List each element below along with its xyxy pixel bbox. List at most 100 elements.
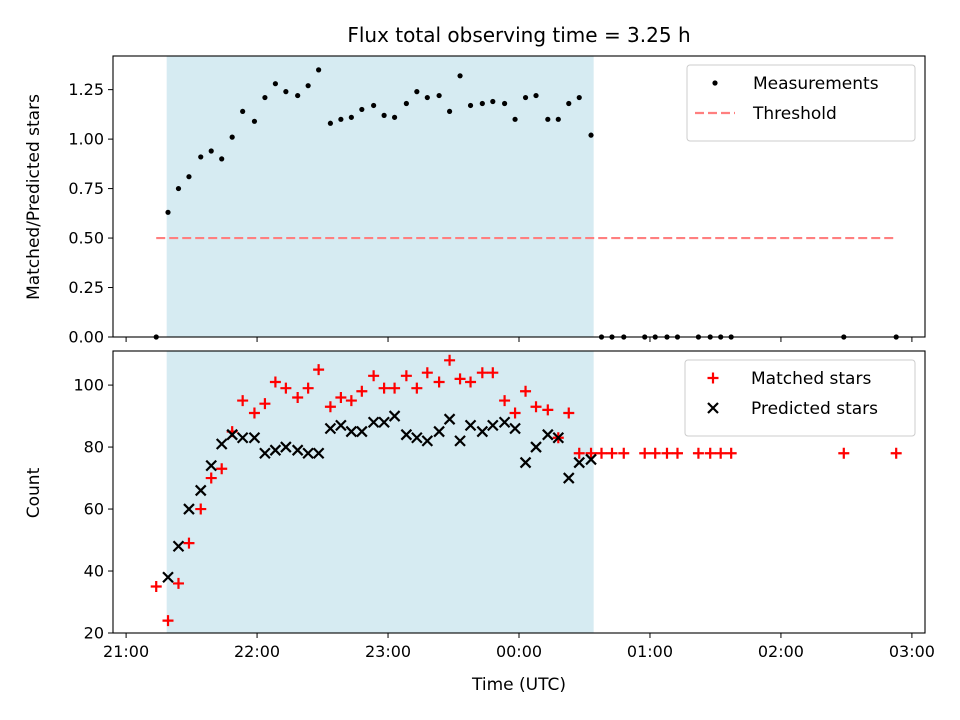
data-point: [519, 456, 532, 469]
data-point: [162, 571, 174, 583]
data-point: [356, 385, 368, 397]
data-point: [890, 447, 902, 459]
data-point: [509, 407, 521, 419]
data-point: [345, 395, 357, 407]
data-point: [533, 92, 539, 99]
y-tick-label: 0.75: [68, 179, 104, 198]
data-point: [312, 447, 325, 460]
data-point: [381, 112, 387, 118]
data-point: [186, 174, 192, 180]
data-point: [562, 472, 575, 484]
matched-stars-series: [150, 354, 902, 627]
data-point: [259, 398, 271, 410]
data-point: [356, 425, 368, 438]
x-tick-label: 03:00: [889, 642, 935, 661]
data-point: [715, 447, 727, 459]
top-panel-y-axis-label: Matched/Predicted stars: [24, 94, 44, 300]
predicted-stars-series: [162, 410, 597, 583]
data-point: [661, 447, 673, 459]
data-point: [487, 419, 499, 432]
data-point: [205, 459, 218, 472]
bottom-panel: 20 40 60 80 100 21:00 22:00 23:00 00:00 01:00 02:0…: [73, 350, 935, 661]
legend-box: [684, 359, 916, 437]
y-tick-label: 0.25: [68, 278, 104, 297]
data-point: [251, 118, 258, 124]
data-point: [436, 92, 442, 99]
data-point: [555, 116, 561, 122]
data-point: [522, 94, 529, 101]
data-point: [367, 416, 380, 429]
data-point: [165, 209, 171, 215]
data-point: [606, 447, 618, 459]
data-point: [725, 447, 737, 459]
y-tick-label: 60: [84, 500, 104, 519]
data-point: [280, 382, 292, 394]
data-point: [542, 404, 554, 416]
data-point: [414, 89, 420, 95]
data-point: [479, 100, 485, 107]
data-point: [183, 537, 195, 549]
data-point: [639, 447, 651, 459]
y-tick-label: 1.00: [68, 130, 104, 149]
data-point: [259, 447, 271, 460]
data-point: [446, 108, 453, 115]
data-point: [183, 503, 195, 515]
data-point: [345, 425, 358, 438]
legend: Measurements Threshold: [686, 64, 916, 142]
data-point: [465, 376, 477, 388]
data-point: [476, 425, 489, 438]
data-point: [545, 116, 551, 122]
data-point: [704, 447, 716, 459]
legend-label: Predicted stars: [751, 399, 878, 419]
data-point: [248, 407, 260, 419]
data-point: [215, 438, 228, 450]
data-point: [573, 447, 585, 459]
x-tick-label: 23:00: [365, 642, 411, 661]
data-point: [194, 484, 207, 497]
data-point: [313, 364, 325, 376]
data-point: [454, 373, 466, 385]
data-point: [226, 428, 238, 441]
data-point: [195, 503, 207, 515]
data-point: [421, 435, 434, 447]
data-point: [552, 431, 565, 444]
data-point: [424, 94, 430, 101]
data-point: [335, 419, 347, 432]
data-point: [411, 431, 423, 444]
x-tick-label: 22:00: [234, 642, 280, 661]
data-point: [498, 416, 511, 429]
data-point: [172, 577, 184, 589]
data-point: [520, 385, 532, 397]
data-point: [464, 419, 477, 432]
data-point: [457, 73, 463, 79]
data-point: [576, 94, 582, 101]
data-point: [838, 447, 850, 459]
legend-marker: [707, 402, 719, 414]
data-point: [280, 441, 292, 453]
data-point: [237, 395, 249, 407]
data-point: [512, 116, 518, 122]
data-point: [388, 410, 401, 422]
data-point: [585, 453, 597, 466]
data-point: [359, 106, 365, 113]
data-point: [198, 154, 204, 160]
data-point: [291, 444, 304, 456]
data-point: [501, 100, 508, 107]
data-point: [316, 67, 322, 73]
data-point: [292, 391, 304, 403]
data-point: [338, 116, 344, 122]
data-point: [490, 98, 496, 105]
data-point: [269, 376, 281, 388]
data-point: [585, 447, 597, 459]
data-point: [487, 367, 499, 379]
legend-marker: [707, 372, 719, 384]
legend-label: Threshold: [752, 104, 837, 124]
data-point: [327, 120, 334, 126]
data-point: [208, 148, 214, 154]
data-point: [618, 447, 630, 459]
data-point: [216, 463, 228, 475]
y-tick-label: 1.25: [68, 80, 104, 99]
data-point: [454, 435, 466, 447]
data-point: [421, 367, 433, 379]
legend-box: [686, 64, 916, 142]
